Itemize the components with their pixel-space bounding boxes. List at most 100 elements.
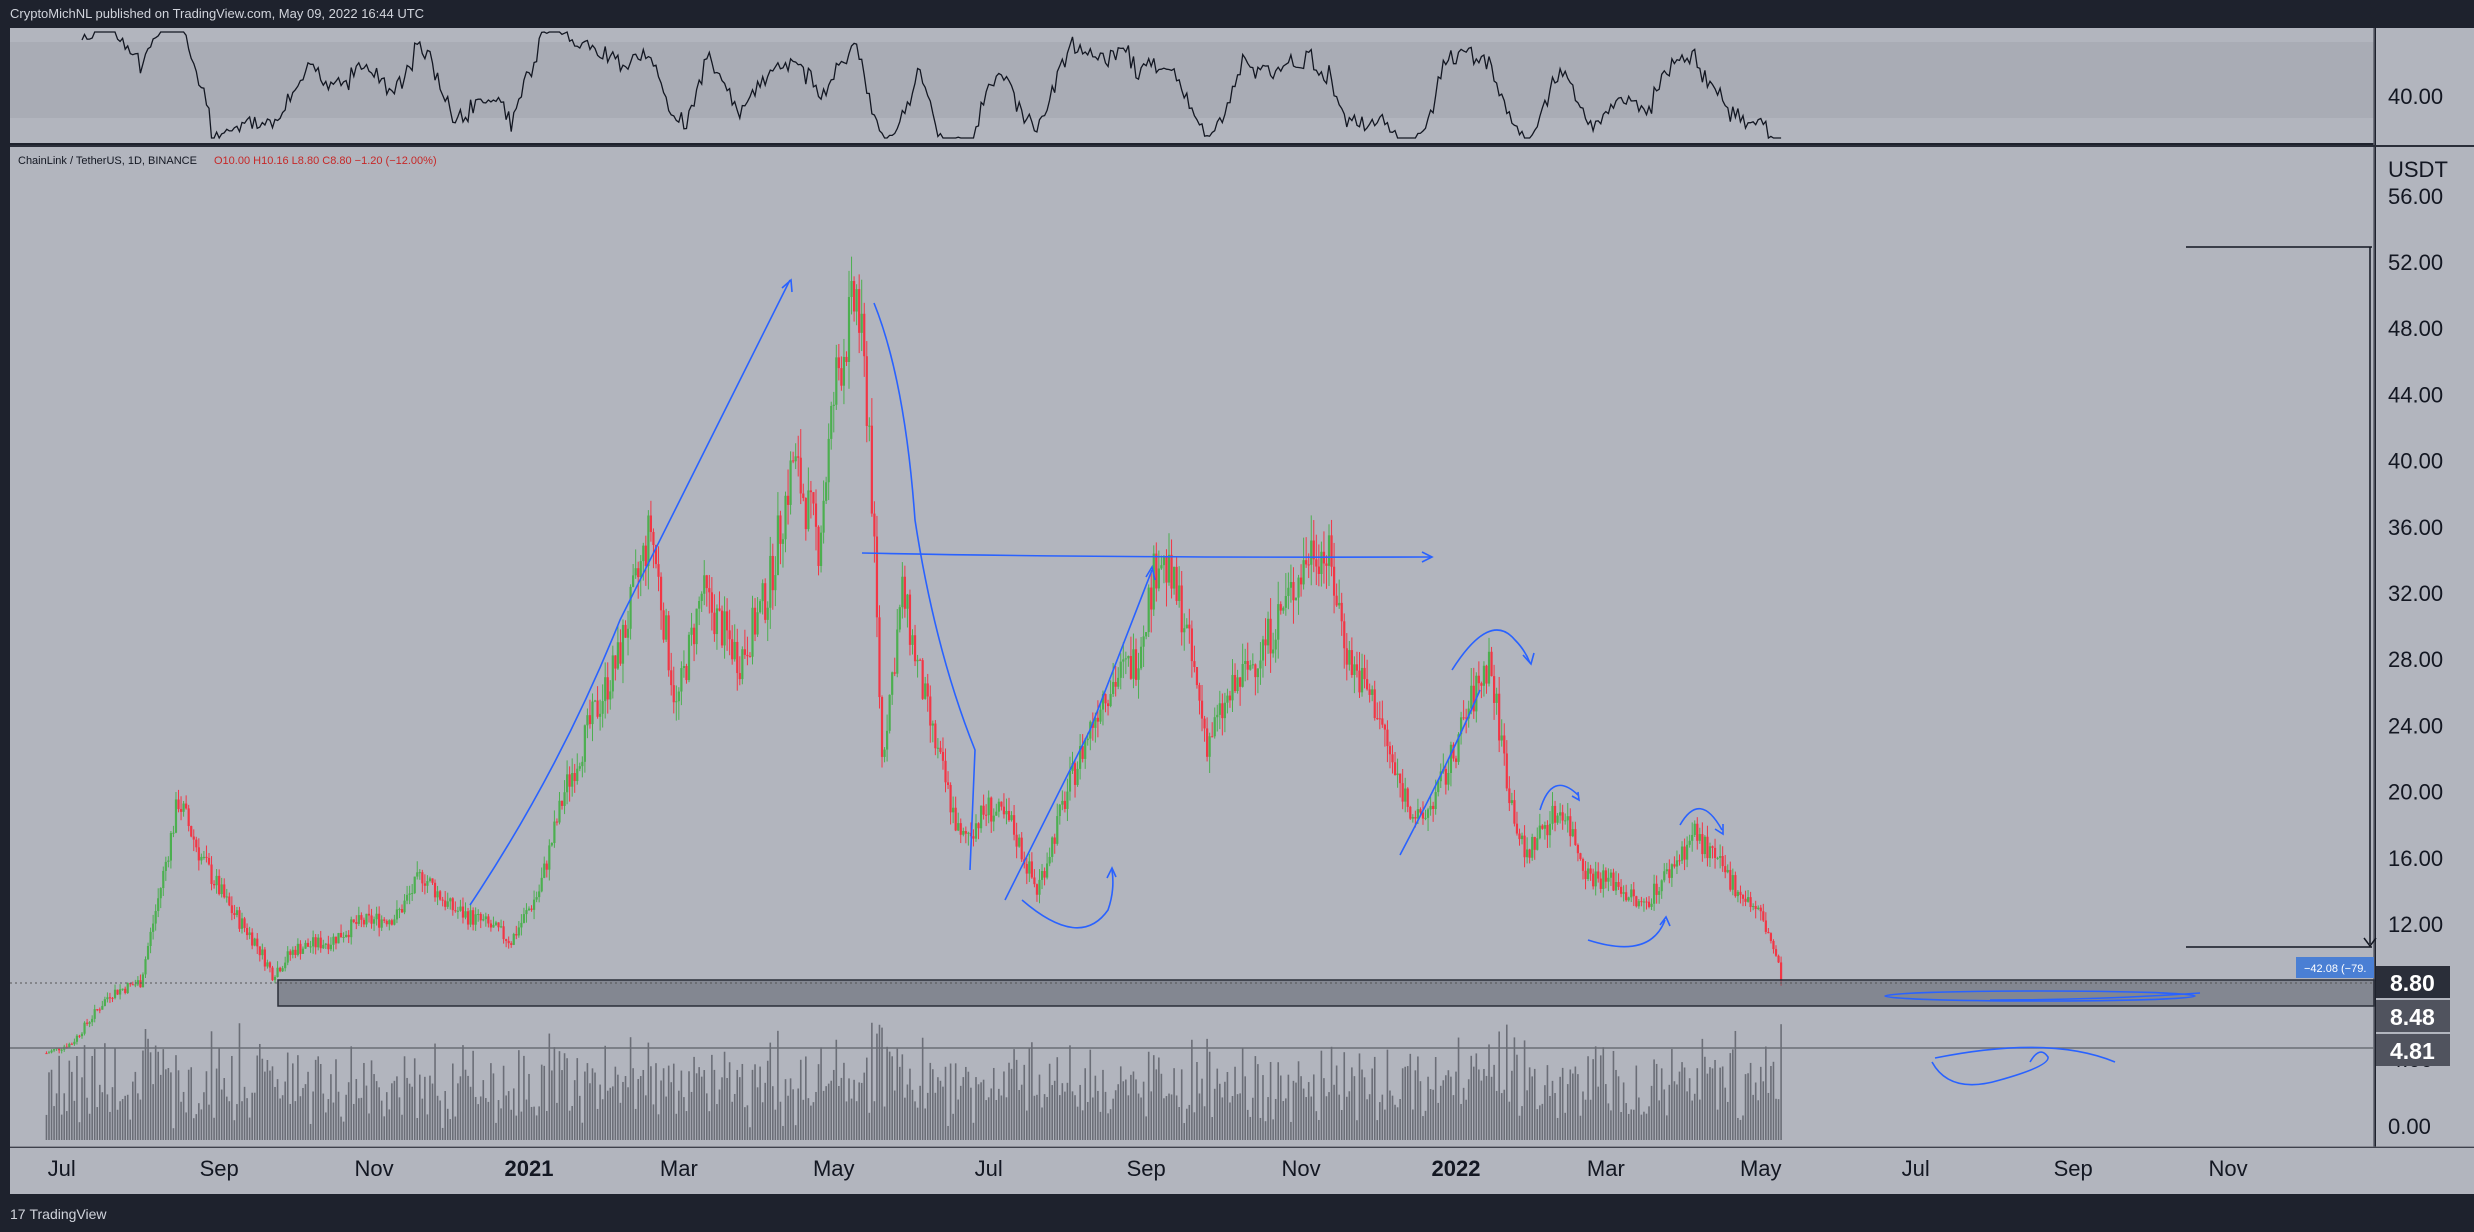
candle-body bbox=[1079, 746, 1082, 769]
candle-body bbox=[136, 980, 139, 985]
volume-bar bbox=[126, 1094, 129, 1140]
volume-bar bbox=[378, 1087, 380, 1140]
volume-bar bbox=[949, 1063, 952, 1140]
volume-bar bbox=[449, 1119, 452, 1140]
volume-bar bbox=[883, 1106, 886, 1140]
candle-body bbox=[1548, 823, 1552, 836]
volume-bar bbox=[50, 1069, 53, 1140]
candle-body bbox=[931, 723, 934, 726]
volume-bar bbox=[1447, 1070, 1450, 1140]
tradingview-logo[interactable]: 17 TradingView bbox=[10, 1206, 107, 1222]
volume-bar bbox=[1272, 1119, 1274, 1140]
candle-body bbox=[1526, 849, 1529, 858]
volume-bar bbox=[1234, 1066, 1236, 1140]
volume-bar bbox=[1452, 1095, 1455, 1140]
candle-body bbox=[1637, 901, 1640, 907]
candle-body bbox=[1338, 602, 1341, 606]
volume-bar bbox=[48, 1072, 50, 1140]
volume-bar bbox=[1231, 1096, 1234, 1140]
volume-bar bbox=[340, 1116, 342, 1140]
candle-body bbox=[1325, 563, 1328, 566]
candle-body bbox=[743, 649, 746, 655]
volume-bar bbox=[495, 1122, 497, 1140]
candle-body bbox=[1112, 681, 1115, 695]
candle-body bbox=[426, 880, 429, 886]
volume-bar bbox=[335, 1059, 337, 1140]
volume-bar bbox=[1092, 1097, 1094, 1140]
candle-body bbox=[1602, 870, 1605, 889]
volume-bar bbox=[792, 1089, 794, 1140]
candle-body bbox=[606, 677, 609, 700]
candle-body bbox=[1576, 844, 1580, 854]
volume-bar bbox=[1074, 1095, 1076, 1140]
candle-body bbox=[616, 642, 619, 669]
candle-body bbox=[1406, 788, 1409, 807]
volume-bar bbox=[337, 1091, 340, 1140]
volume-bar bbox=[429, 1075, 431, 1140]
volume-bar bbox=[1612, 1050, 1615, 1140]
volume-bar bbox=[718, 1089, 721, 1140]
candle-body bbox=[319, 937, 322, 949]
candle-body bbox=[1495, 693, 1498, 703]
volume-bar bbox=[452, 1063, 454, 1140]
candle-body bbox=[393, 919, 396, 925]
volume-bar bbox=[205, 1071, 208, 1140]
volume-bar bbox=[1765, 1046, 1767, 1140]
candle-body bbox=[1376, 718, 1379, 720]
symbol-legend: ChainLink / TetherUS, 1D, BINANCE bbox=[18, 155, 197, 167]
candle-body bbox=[230, 905, 233, 914]
candle-body bbox=[845, 356, 848, 362]
candle-body bbox=[1307, 564, 1310, 566]
candle-body bbox=[1007, 811, 1011, 821]
volume-bar bbox=[1381, 1094, 1384, 1140]
candle-body bbox=[1719, 856, 1722, 858]
candle-body bbox=[601, 701, 604, 714]
candle-body bbox=[578, 766, 581, 769]
volume-bar bbox=[901, 1054, 904, 1140]
volume-bar bbox=[434, 1043, 436, 1140]
candle-body bbox=[1630, 889, 1633, 898]
candle-body bbox=[332, 936, 335, 945]
volume-bar bbox=[271, 1066, 274, 1140]
chart-canvas[interactable]: 40.00 ChainLink / TetherUS, 1D, BINANCE … bbox=[0, 27, 2474, 1196]
candle-body bbox=[299, 943, 302, 954]
y-axis-ticks: 56.00 52.00 48.00 44.00 40.00 36.00 32.00 28.00… bbox=[2388, 184, 2443, 937]
candle-body bbox=[487, 916, 490, 924]
volume-bar bbox=[1485, 1075, 1488, 1140]
volume-bar bbox=[926, 1092, 929, 1140]
candle-body bbox=[825, 482, 828, 501]
volume-bar bbox=[1178, 1107, 1180, 1140]
drop-stroke bbox=[873, 302, 976, 871]
volume-bar bbox=[705, 1093, 708, 1140]
volume-bar bbox=[662, 1068, 665, 1140]
candle-body bbox=[982, 805, 985, 815]
volume-bar bbox=[345, 1094, 347, 1140]
volume-bar bbox=[1102, 1069, 1104, 1140]
volume-bar bbox=[1239, 1093, 1241, 1140]
candle-body bbox=[814, 503, 818, 527]
volume-bar bbox=[159, 1074, 162, 1140]
tradingview-mark: 17 bbox=[10, 1206, 26, 1222]
volume-bar bbox=[454, 1116, 457, 1140]
candle-body bbox=[1503, 735, 1506, 754]
volume-bar bbox=[251, 1092, 253, 1140]
candle-body bbox=[1696, 823, 1699, 841]
volume-bar bbox=[954, 1063, 957, 1140]
volume-bar bbox=[772, 1086, 774, 1140]
candle-body bbox=[1305, 560, 1308, 565]
volume-bar bbox=[1711, 1068, 1714, 1140]
volume-bar bbox=[1249, 1116, 1252, 1140]
candle-body bbox=[339, 932, 343, 938]
candle-body bbox=[240, 918, 244, 929]
volume-bar bbox=[1338, 1094, 1340, 1140]
x-tick-label: 2021 bbox=[505, 1156, 554, 1181]
candle-body bbox=[1152, 553, 1155, 610]
candle-body bbox=[1716, 857, 1719, 859]
volume-bar bbox=[774, 1109, 777, 1140]
volume-bar bbox=[1267, 1097, 1269, 1140]
candle-body bbox=[1200, 700, 1204, 719]
volume-bar bbox=[530, 1106, 533, 1140]
candle-body bbox=[281, 968, 284, 972]
volume-bar bbox=[1678, 1071, 1681, 1140]
volume-bar bbox=[779, 1101, 782, 1140]
